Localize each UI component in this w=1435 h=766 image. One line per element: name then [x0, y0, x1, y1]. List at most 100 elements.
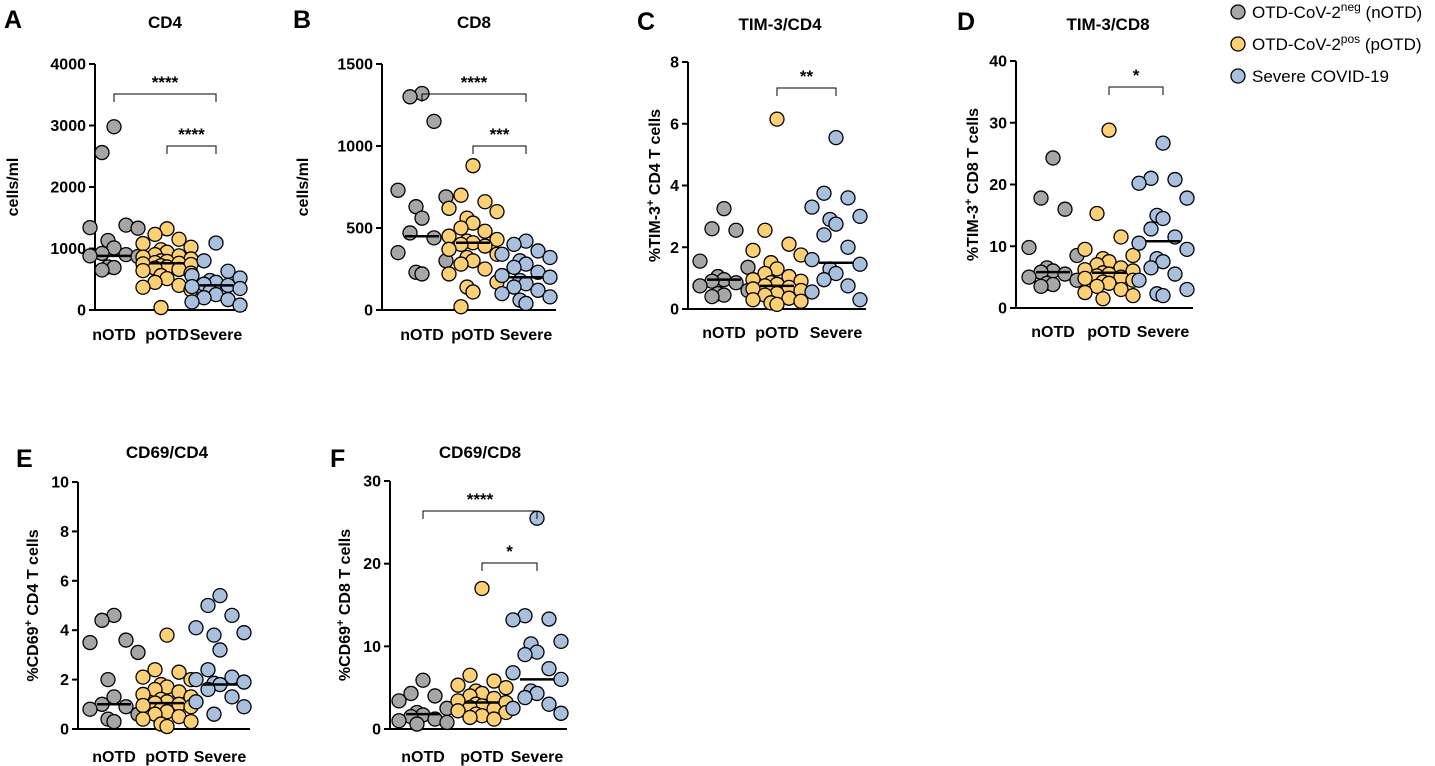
data-point: [757, 222, 773, 238]
data-point: [1089, 278, 1105, 295]
y-axis-label: cells/ml: [295, 158, 312, 217]
data-point: [477, 223, 493, 239]
data-point: [403, 685, 419, 702]
data-point: [82, 701, 98, 717]
data-point: [1057, 201, 1073, 217]
data-point: [184, 278, 200, 295]
significance-bracket: [166, 145, 217, 154]
data-point: [1057, 266, 1073, 282]
data-point: [530, 243, 546, 259]
x-tick-label: nOTD: [400, 327, 444, 344]
data-point: [494, 267, 510, 284]
data-point: [135, 711, 151, 727]
legend-label-tail: (pOTD): [1360, 35, 1421, 54]
data-point: [477, 261, 493, 277]
data-point: [489, 231, 505, 248]
data-point: [1021, 239, 1037, 256]
data-point: [135, 262, 151, 279]
data-point: [494, 246, 510, 262]
data-point: [409, 716, 425, 732]
series-severe: [804, 129, 868, 308]
series-notd: [82, 119, 146, 278]
data-point: [390, 182, 406, 198]
y-tick-label: 2000: [50, 180, 86, 197]
data-point: [1033, 190, 1049, 206]
data-point: [828, 216, 844, 232]
data-point: [171, 664, 187, 680]
legend-label-sup: neg: [1341, 0, 1361, 14]
data-point: [1077, 241, 1093, 257]
y-axis-label-text: CD8 T cells: [337, 529, 354, 620]
series-potd: [450, 580, 514, 727]
data-point: [474, 580, 490, 597]
data-point: [236, 625, 252, 641]
significance-bracket: [472, 145, 527, 154]
data-point: [153, 299, 169, 316]
data-point: [1077, 270, 1093, 287]
data-point: [816, 227, 832, 243]
data-point: [208, 235, 224, 251]
y-axis-label-sup: +: [645, 200, 657, 206]
chart-title: TIM-3/CD8: [1066, 15, 1149, 34]
data-point: [450, 677, 466, 693]
significance-label: *: [506, 542, 513, 561]
y-tick-label: 20: [989, 177, 1007, 194]
series-notd: [391, 672, 455, 732]
significance-label: ****: [461, 73, 488, 92]
data-point: [414, 210, 430, 226]
data-point: [100, 671, 116, 688]
data-point: [505, 700, 521, 716]
panel-b: B CD8 0 500 1000 1500 cells/ml nOTD pOTD Severe **…: [293, 6, 558, 344]
y-tick-label: 2: [60, 672, 69, 689]
data-point: [716, 201, 732, 217]
data-point: [477, 194, 493, 210]
legend-marker: [1230, 4, 1246, 20]
data-point: [553, 633, 569, 650]
data-point: [804, 251, 820, 268]
data-point: [439, 714, 455, 731]
data-point: [224, 607, 240, 624]
data-point: [212, 642, 228, 658]
data-point: [1131, 235, 1147, 251]
data-point: [1113, 281, 1129, 298]
y-axis-label-text: CD4 T cells: [647, 109, 664, 200]
x-tick-label: Severe: [1137, 324, 1190, 341]
data-point: [135, 279, 151, 295]
data-point: [183, 713, 199, 730]
data-point: [1179, 241, 1195, 257]
panel-letter: A: [4, 6, 22, 34]
data-point: [1131, 272, 1147, 288]
data-point: [441, 266, 457, 282]
data-point: [804, 284, 820, 300]
data-point: [769, 296, 785, 313]
data-point: [840, 278, 856, 294]
data-point: [159, 627, 175, 643]
y-axis-label-text: %TIM-3: [647, 206, 664, 262]
y-tick-label: 0: [372, 722, 381, 739]
data-point: [171, 231, 187, 247]
data-point: [804, 199, 820, 215]
data-point: [1125, 247, 1141, 264]
data-point: [188, 620, 204, 636]
data-point: [188, 694, 204, 710]
y-tick-label: 0: [998, 301, 1007, 318]
y-tick-label: 10: [363, 639, 381, 656]
y-axis-label: %CD69+ CD8 T cells: [335, 529, 354, 681]
series-notd: [82, 607, 146, 730]
panel-letter: B: [293, 6, 311, 34]
data-point: [506, 279, 522, 295]
series-notd: [1021, 150, 1085, 295]
series-potd: [135, 221, 199, 316]
data-point: [517, 646, 533, 663]
y-tick-label: 8: [670, 55, 679, 72]
legend-label-main: Severe COVID-19: [1252, 67, 1389, 86]
data-point: [1143, 260, 1159, 276]
x-tick-label: pOTD: [460, 749, 504, 766]
y-tick-label: 6: [670, 116, 679, 133]
y-tick-label: 6: [60, 573, 69, 590]
x-tick-label: Severe: [194, 749, 247, 766]
x-tick-label: nOTD: [1031, 324, 1075, 341]
y-tick-label: 0: [670, 302, 679, 319]
y-axis-label: %TIM-3+ CD4 T cells: [645, 109, 664, 262]
data-point: [840, 190, 856, 206]
